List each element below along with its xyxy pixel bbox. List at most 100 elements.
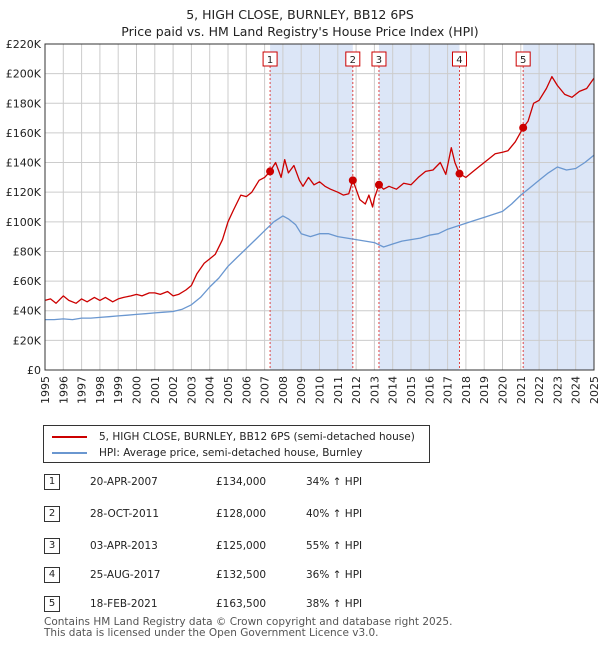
sale-point-3 (374, 180, 383, 189)
x-tick-label: 2016 (423, 376, 436, 404)
legend-item-property: 5, HIGH CLOSE, BURNLEY, BB12 6PS (semi-d… (52, 429, 415, 445)
sale-marker-box-5 (515, 51, 531, 67)
legend-swatch-property (52, 436, 87, 438)
y-tick-label: £60K (13, 275, 42, 288)
x-tick-label: 2011 (332, 376, 345, 404)
sale-number-badge: 4 (44, 567, 60, 583)
sale-point-5 (519, 123, 528, 132)
sale-point-2 (348, 176, 357, 185)
sale-marker-box-4 (451, 51, 467, 67)
y-tick-label: £100K (6, 216, 42, 229)
plot-frame (44, 43, 595, 371)
chart-legend: 5, HIGH CLOSE, BURNLEY, BB12 6PS (semi-d… (43, 425, 430, 463)
chart-title-line1: 5, HIGH CLOSE, BURNLEY, BB12 6PS (186, 7, 414, 22)
table-row: 4 25-AUG-2017 £132,500 36% ↑ HPI (44, 565, 464, 585)
sale-hpi-change: 34% ↑ HPI (306, 476, 363, 488)
x-tick-label: 2024 (570, 376, 583, 404)
x-tick-label: 2004 (204, 376, 217, 404)
x-tick-label: 2012 (350, 376, 363, 404)
x-tick-label: 2019 (478, 376, 491, 404)
x-tick-label: 2008 (277, 376, 290, 404)
sale-date: 28-OCT-2011 (90, 508, 159, 520)
y-tick-label: £20K (13, 334, 42, 347)
table-row: 5 18-FEB-2021 £163,500 38% ↑ HPI (44, 594, 464, 614)
hpi-line (45, 154, 595, 321)
x-tick-label: 1996 (57, 376, 70, 404)
sale-marker-label-2: 2 (350, 55, 356, 66)
sale-date: 18-FEB-2021 (90, 598, 158, 610)
legend-swatch-hpi (52, 452, 87, 454)
y-tick-label: £200K (6, 68, 42, 81)
x-tick-label: 1999 (112, 376, 125, 404)
chart-title-line2: Price paid vs. HM Land Registry's House … (121, 24, 479, 39)
sale-hpi-change: 40% ↑ HPI (306, 508, 363, 520)
sale-number-badge: 5 (44, 596, 60, 612)
sale-hpi-change: 38% ↑ HPI (306, 598, 363, 610)
x-tick-label: 2015 (405, 376, 418, 404)
footer-line2: This data is licensed under the Open Gov… (44, 627, 379, 639)
y-tick-label: £160K (6, 127, 42, 140)
x-tick-label: 2013 (368, 376, 381, 404)
x-tick-label: 1997 (76, 376, 89, 404)
sale-number-badge: 2 (44, 506, 60, 522)
sale-price: £132,500 (216, 569, 267, 581)
legend-label-property: 5, HIGH CLOSE, BURNLEY, BB12 6PS (semi-d… (99, 431, 415, 443)
footer-attribution: Contains HM Land Registry data © Crown c… (44, 617, 452, 639)
sale-price: £134,000 (216, 476, 267, 488)
x-tick-label: 2025 (588, 376, 600, 404)
x-tick-label: 2018 (460, 376, 473, 404)
x-tick-label: 1995 (39, 376, 52, 404)
sale-price: £163,500 (216, 598, 267, 610)
x-tick-label: 2014 (387, 376, 400, 404)
x-tick-label: 2007 (259, 376, 272, 404)
x-tick-label: 2000 (131, 376, 144, 404)
x-tick-label: 2002 (167, 376, 180, 404)
sale-marker-label-3: 3 (376, 55, 382, 66)
y-tick-label: £220K (6, 38, 42, 51)
x-tick-label: 2003 (185, 376, 198, 404)
sale-hpi-change: 55% ↑ HPI (306, 540, 363, 552)
x-tick-label: 2001 (149, 376, 162, 404)
table-row: 3 03-APR-2013 £125,000 55% ↑ HPI (44, 536, 464, 556)
x-tick-label: 2022 (533, 376, 546, 404)
chart-title: 5, HIGH CLOSE, BURNLEY, BB12 6PS Price p… (0, 6, 600, 40)
sale-date: 03-APR-2013 (90, 540, 158, 552)
y-tick-label: £180K (6, 97, 42, 110)
y-tick-label: £0 (27, 364, 41, 377)
x-tick-label: 2010 (314, 376, 327, 404)
sale-point-4 (455, 169, 464, 178)
x-tick-label: 2020 (497, 376, 510, 404)
sale-marker-box-1 (262, 51, 278, 67)
legend-item-hpi: HPI: Average price, semi-detached house,… (52, 445, 362, 461)
sale-number-badge: 3 (44, 538, 60, 554)
sale-date: 20-APR-2007 (90, 476, 158, 488)
y-tick-label: £120K (6, 186, 42, 199)
table-row: 1 20-APR-2007 £134,000 34% ↑ HPI (44, 472, 464, 492)
ownership-shade-1 (270, 44, 353, 370)
y-tick-label: £40K (13, 305, 42, 318)
legend-label-hpi: HPI: Average price, semi-detached house,… (99, 447, 363, 459)
sale-marker-label-1: 1 (267, 55, 273, 66)
x-tick-label: 2006 (240, 376, 253, 404)
table-row: 2 28-OCT-2011 £128,000 40% ↑ HPI (44, 504, 464, 524)
ownership-shade-3 (523, 44, 594, 370)
sale-point-1 (266, 167, 275, 176)
sale-marker-box-3 (371, 51, 387, 67)
x-tick-label: 2021 (515, 376, 528, 404)
price-chart: £0 £20K £40K £60K £80K £100K £120K £140K £160K £1… (6, 38, 600, 404)
x-tick-label: 2005 (222, 376, 235, 404)
y-tick-label: £80K (13, 245, 42, 258)
sale-price: £125,000 (216, 540, 267, 552)
sale-hpi-change: 36% ↑ HPI (306, 569, 363, 581)
footer-line1: Contains HM Land Registry data © Crown c… (44, 616, 453, 628)
sale-date: 25-AUG-2017 (90, 569, 161, 581)
sale-marker-box-2 (345, 51, 361, 67)
x-tick-label: 2017 (442, 376, 455, 404)
property-price-line (44, 75, 595, 304)
sale-price: £128,000 (216, 508, 267, 520)
x-tick-label: 1998 (94, 376, 107, 404)
x-tick-label: 2023 (551, 376, 564, 404)
x-tick-label: 2009 (295, 376, 308, 404)
y-tick-label: £140K (6, 157, 42, 170)
sale-marker-label-5: 5 (520, 55, 526, 66)
